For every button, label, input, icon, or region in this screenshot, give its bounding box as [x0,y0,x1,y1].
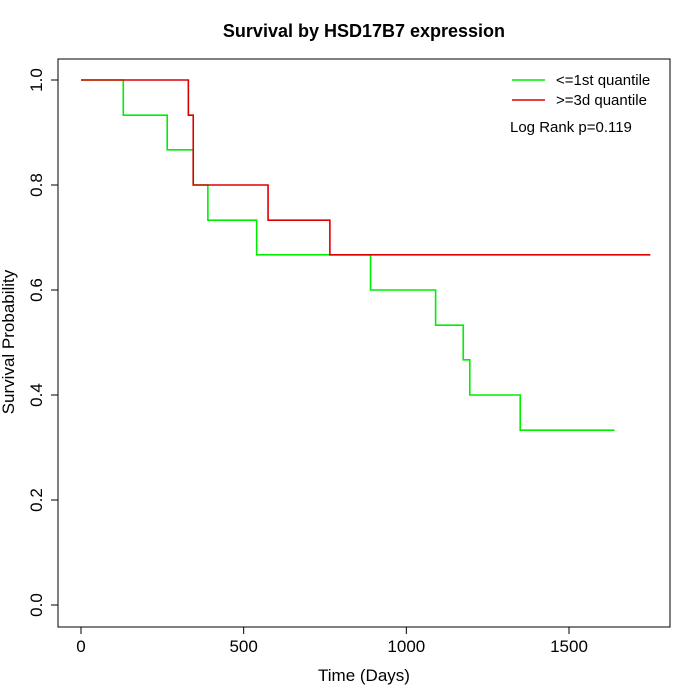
x-tick-label: 0 [76,637,85,656]
y-axis: 0.0 0.2 0.4 0.6 0.8 1.0 [27,68,59,617]
series-layer [81,79,651,431]
legend: <=1st quantile >=3d quantile [512,72,650,109]
y-tick-label: 0.8 [27,173,46,197]
survival-curve-low [81,79,615,431]
x-tick-label: 1500 [550,637,588,656]
plot-frame [57,58,671,628]
y-tick-label: 0.0 [27,593,46,617]
y-axis-label: Survival Probability [0,269,18,414]
log-rank-annotation: Log Rank p=0.119 [510,119,632,136]
chart-title: Survival by HSD17B7 expression [223,21,505,41]
x-tick-label: 1000 [387,637,425,656]
y-tick-label: 0.6 [27,278,46,302]
y-tick-label: 1.0 [27,68,46,92]
y-tick-label: 0.4 [27,383,46,407]
survival-curve-high [81,79,651,256]
x-axis-label: Time (Days) [318,666,410,685]
x-tick-label: 500 [229,637,257,656]
legend-label: >=3d quantile [556,92,647,109]
x-axis: 0 500 1000 1500 [76,626,588,656]
legend-label: <=1st quantile [556,72,650,89]
y-tick-label: 0.2 [27,488,46,512]
